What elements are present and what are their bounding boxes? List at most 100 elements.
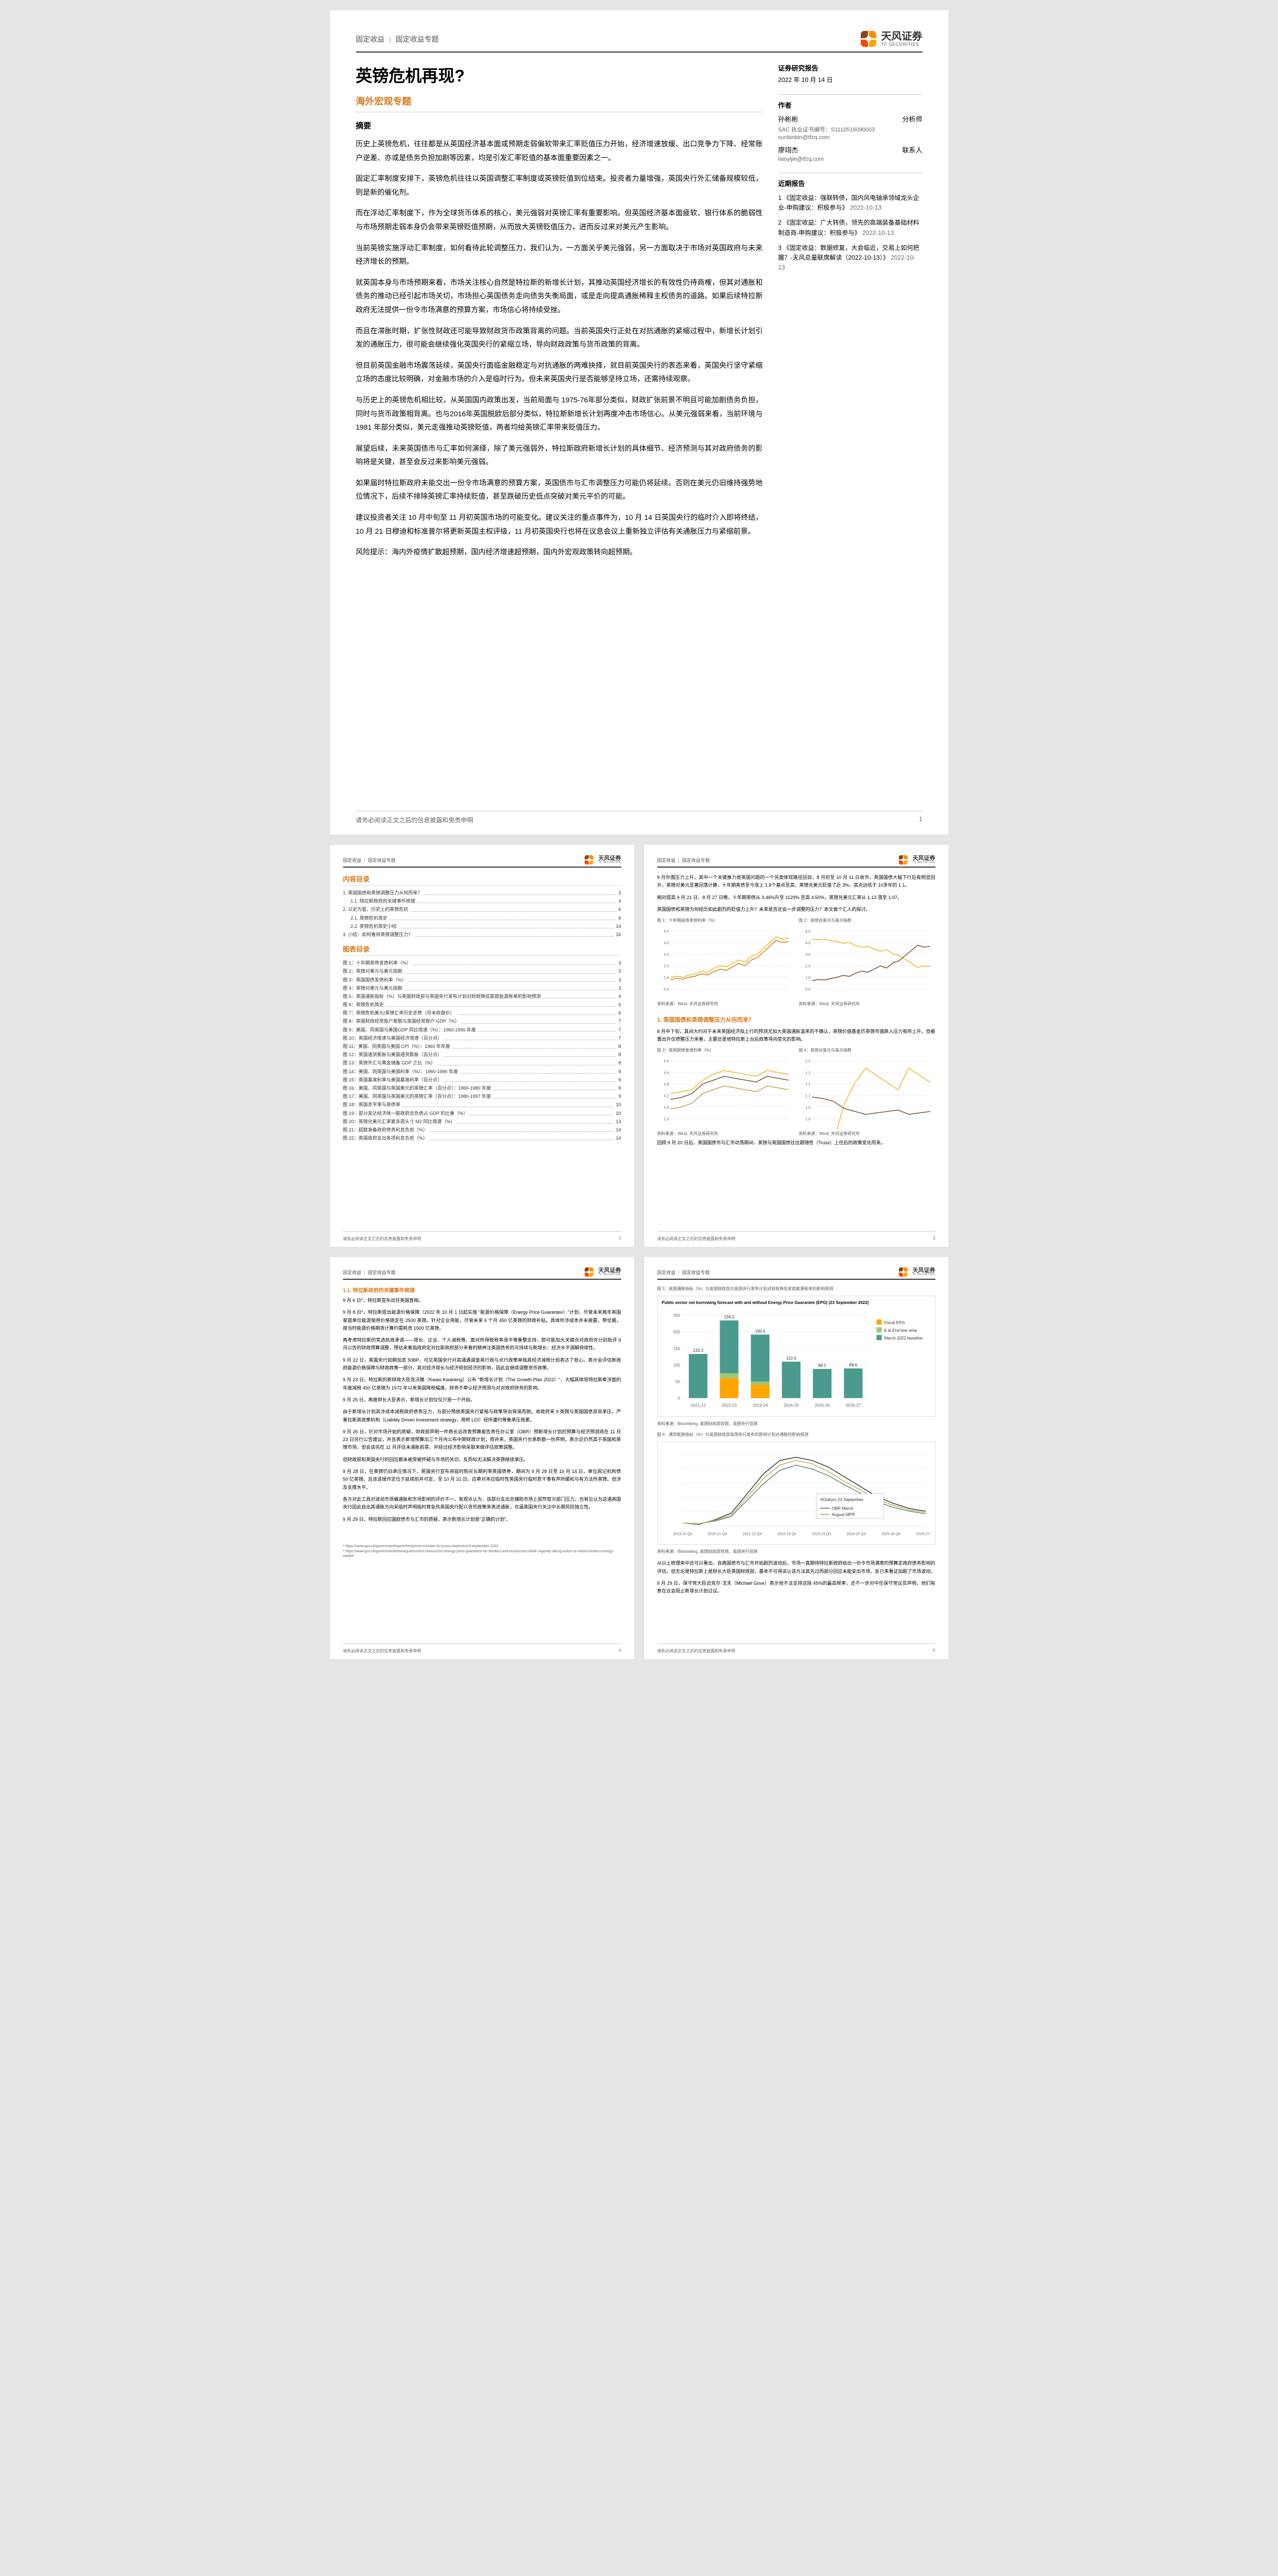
cat1: 固定收益 (356, 35, 385, 43)
svg-text:89.6: 89.6 (849, 1363, 857, 1367)
svg-text:1.0: 1.0 (805, 976, 810, 980)
page-footer: 请务必阅读正文之后的信息披露和免责申明 2 (343, 1231, 621, 1242)
footer-page-num: 1 (919, 816, 923, 824)
author-role: 联系人 (902, 145, 922, 155)
para: 风险提示：海内外疫情扩散超预期，国内经济增速超预期，国内外宏观政策转向超预期。 (356, 545, 763, 559)
svg-text:1.2: 1.2 (805, 1071, 810, 1075)
para: 如果届时特拉斯政府未能交出一份令市场满意的预算方案，英国债市与汇市调整压力可能仍… (356, 476, 763, 503)
svg-text:2.0: 2.0 (663, 1117, 669, 1122)
chart-source: 资料来源：Wind, 天风证券研究所 (799, 1001, 935, 1007)
svg-text:110.0: 110.0 (786, 1356, 796, 1361)
svg-text:2022-23 Q4: 2022-23 Q4 (777, 1532, 796, 1536)
para: 当前英镑实施浮动汇率制度，如何看待此轮调整压力，我们认为，一方面关乎美元强弱，另… (356, 241, 763, 268)
left-column: 英镑危机再现? 海外宏观专题 摘要 历史上英镑危机，往往都是从英国经济基本面或预… (356, 63, 763, 566)
svg-text:2.0: 2.0 (805, 964, 810, 969)
chart-source: 资料来源：Bloomberg, 英国财政部官网，英国央行官网 (657, 1549, 935, 1554)
svg-text:1.0: 1.0 (663, 976, 669, 980)
para: 9 月 26 日，针对市场开始的质疑，财政部声明一件商长远改善预算报告责任办公室… (343, 1428, 621, 1452)
para: 英国国债和英镑为何经历如此剧烈的贬值力上升？未来是否还会一步调整的压力？本文做个… (657, 906, 935, 913)
figure-item: 图 2：英镑对美元与美元指数3 (343, 967, 621, 975)
figure-item: 图 6：英镑危机简史6 (343, 1001, 621, 1009)
svg-text:133.3: 133.3 (693, 1348, 704, 1353)
toc-item: 1.1. 特拉斯政府的关键事件梳理4 (343, 897, 621, 905)
page-header: 固定收益|固定收益专题 天风证券TF SECURITIES (343, 855, 621, 868)
figure-item: 图 3：英国国债发债利率（%）3 (343, 976, 621, 984)
inflation-line-chart: 2019-20 Q42020-21 Q42021-22 Q42022-23 Q4… (662, 1446, 931, 1539)
para: 历史上英镑危机，往往都是从英国经济基本面或预期走弱偏软带来汇率贬值压力开始，经济… (356, 137, 763, 164)
toc-item: 2.2. 英镑危机简史小结14 (343, 922, 621, 930)
authors-title: 作者 (778, 100, 923, 110)
chart-source: 资料来源：Wind, 天风证券研究所 (657, 1001, 794, 1007)
para: 9 月 29 日，特拉斯回应国欧债市与汇市的质疑，表示新增长计划是"正确的计划"… (343, 1516, 621, 1523)
author-block: 孙彬彬 分析师 SAC 执业证书编号：S1110516090003 sunbin… (778, 114, 923, 141)
chart-caption: 图 6：通货膨胀指标（%）与英国财政部英国央行发布的影响计划对通胀的影响预测 (657, 1432, 935, 1437)
figure-item: 图 10：英国经济增速与美国经济增速（百分点）7 (343, 1034, 621, 1042)
footnotes: * https://www.gov.uk/government/speeches… (343, 1544, 621, 1559)
page-4: 固定收益|固定收益专题 天风证券TF SECURITIES 1.1. 特拉斯政府… (330, 1257, 634, 1659)
svg-text:1.0: 1.0 (805, 1106, 810, 1110)
figure-list: 图 1：十年期英债发债利率（%）3图 2：英镑对美元与美元指数3图 3：英国国债… (343, 959, 621, 1142)
chart-caption: 图 4：英镑对美元与美元指数 (799, 1047, 935, 1053)
page-3: 固定收益|固定收益专题 天风证券TF SECURITIES 9 月外围压力上升，… (644, 845, 948, 1247)
svg-text:100: 100 (673, 1363, 680, 1367)
report-item: 3 《固定收益：数据修复，大会临近，交易上如何把握？-天风总量联席解读（2022… (778, 243, 923, 273)
report-item: 2 《固定收益：广大转债，领先的高端装备基础材料制造商-申购建议：积极参与》 2… (778, 218, 923, 238)
svg-text:2.0: 2.0 (663, 964, 669, 969)
report-type: 证券研究报告 (778, 63, 923, 73)
report-text: 1 《固定收益：强联转债，国内风电轴承领域龙头企业-申购建议：积极参与》 (778, 194, 919, 211)
svg-text:3.0: 3.0 (663, 953, 669, 957)
figure-item: 图 13：英镑外汇与黄金储备 GDP 之比（%）8 (343, 1059, 621, 1067)
chart-source: 资料来源：Wind, 天风证券研究所 (799, 1131, 935, 1137)
page-1: 固定收益 | 固定收益专题 天风证券 TF SECURITIES 英镑危机再现?… (330, 10, 948, 835)
report-text: 2 《固定收益：广大转债，领先的高端装备基础材料制造商-申购建议：积极参与》 (778, 219, 919, 236)
line-chart-4: 1.21.21.11.11.01.0 (799, 1056, 935, 1129)
svg-text:2.6: 2.6 (663, 1106, 669, 1110)
para: 9 月 23 日，特拉斯的新财政大臣克沃滕（Kwasi Kwarteng）公布 … (343, 1376, 621, 1392)
page-header: 固定收益|固定收益专题 天风证券TF SECURITIES (657, 1267, 935, 1280)
svg-text:2026-27 Q4: 2026-27 Q4 (916, 1532, 931, 1536)
recent-title: 近期报告 (778, 178, 923, 188)
brand-logo: 天风证券 TF SECURITIES (861, 31, 923, 47)
svg-text:4.0: 4.0 (805, 941, 810, 945)
logo-icon (861, 31, 877, 47)
header-category: 固定收益 | 固定收益专题 (356, 34, 439, 44)
author-row: 廖翊杰 联系人 (778, 145, 923, 155)
author-info: SAC 执业证书编号：S1110516090003 (778, 125, 923, 133)
figure-item: 图 12：英国通货膨胀与美国通货膨胀（百分点）8 (343, 1050, 621, 1059)
svg-text:₤ at End-line area: ₤ at End-line area (884, 1328, 917, 1333)
svg-text:3.0: 3.0 (805, 953, 810, 957)
recent-reports: 近期报告 1 《固定收益：强联转债，国内风电轴承领域龙头企业-申购建议：积极参与… (778, 173, 923, 273)
para: 由于新增长计划其涉成本减税政府债务压力，与部分预放英国央行紧缩与政策导向背道而驰… (343, 1408, 621, 1424)
report-title: 英镑危机再现? (356, 63, 763, 87)
page-footer: 请务必阅读正文之后的信息披露和免责申明 4 (343, 1643, 621, 1654)
svg-text:190.5: 190.5 (755, 1329, 765, 1333)
subsection-title: 1.1. 特拉斯政府的关键事件梳理 (343, 1286, 621, 1294)
para: 各方对此工具对波动市场偏通胀和市场影响的评价不一。有观点认为，该部分支出总辅助市… (343, 1496, 621, 1512)
svg-text:March 2022 baseline: March 2022 baseline (884, 1336, 923, 1341)
para: 展望后续，未来英国债市与汇率如何演绎，除了美元强弱外，特拉斯政府新增长计划的具体… (356, 442, 763, 469)
page-footer: 请务必阅读正文之后的信息披露和免责申明 3 (657, 1231, 935, 1242)
figure-item: 图 1：十年期英债发债利率（%）3 (343, 959, 621, 967)
figure-item: 图 7：英镑危机美元/英镑汇率历史走势（月末收盘价）6 (343, 1009, 621, 1017)
svg-text:5.0: 5.0 (663, 1060, 669, 1064)
svg-text:4.4: 4.4 (663, 1071, 669, 1075)
para: 9 月 22 日，英国央行如期加息 50BP，可见英国央行对高通遇调鉴英行政与点… (343, 1357, 621, 1372)
figure-item: 图 17：美国、同英国与英国美元的英镑汇率（百分点）：1980-1997 年度9 (343, 1092, 621, 1100)
author-info: sunbinbin@tfzq.com (778, 134, 923, 141)
author-role: 分析师 (902, 114, 922, 124)
para: 从以上梳理来中还可以看出，自典国债市与汇市开始剧烈波动后，市场一直期待特拉斯政府… (657, 1560, 935, 1575)
page-header: 固定收益 | 固定收益专题 天风证券 TF SECURITIES (356, 31, 923, 53)
chart-source: 资料来源：Wind, 天风证券研究所 (657, 1131, 794, 1137)
toc-item: 2. 以史为鉴，历史上的英镑危机6 (343, 905, 621, 913)
svg-text:234.0: 234.0 (724, 1315, 735, 1319)
para: 9 月 6 日*，特拉斯宣布出任英国首相。 (343, 1297, 621, 1304)
para: 9 月 8 日*，特拉斯提出能源价格保障（2022 年 10 月 1 日起实施 … (343, 1309, 621, 1332)
page-header: 固定收益|固定收益专题 天风证券TF SECURITIES (343, 1267, 621, 1280)
para: 但目前英国金融市场震荡延续，英国央行面临金融稳定与对抗通胀的两难抉择，就目前英国… (356, 359, 763, 386)
stacked-bar-chart: 250200150100500133.32021-22234.02022-231… (662, 1308, 931, 1411)
svg-text:200: 200 (673, 1330, 680, 1334)
page-footer: 请务必阅读正文之后的信息披露和免责申明 1 (356, 811, 923, 824)
para: 与历史上的英镑危机相比较，从英国国内政策出发，当前局面与 1975-76年部分类… (356, 393, 763, 434)
svg-text:50: 50 (675, 1380, 680, 1384)
fig-title: 图表目录 (343, 944, 621, 956)
